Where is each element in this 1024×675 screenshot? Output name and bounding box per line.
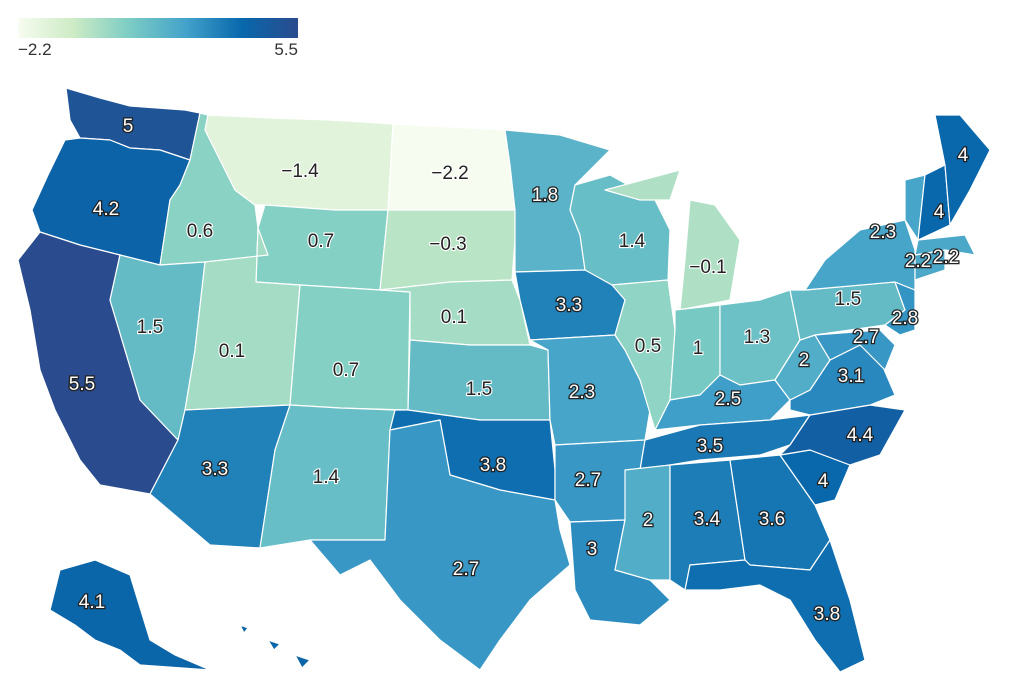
state-label-nc: 4.4 [847,425,874,446]
state-hi[interactable] [239,624,311,669]
labels-layer: 5 4.2 5.5 0.6 1.5 −1.4 0.7 0.1 0.7 3.3 1.4 −2.2 −0.3… [67,115,970,627]
state-mi[interactable] [604,169,741,311]
state-ma[interactable] [914,234,976,256]
state-label-va: 3.1 [838,366,864,387]
state-label-ia: 3.3 [556,295,582,316]
state-label-nj: 2.8 [892,308,918,329]
state-label-il: 0.5 [635,336,661,357]
state-label-wi: 1.4 [619,231,646,252]
state-label-wv: 2 [799,350,810,371]
state-label-ca: 5.5 [69,374,95,395]
state-label-ga: 3.6 [759,509,785,530]
state-label-mo: 2.3 [569,382,595,403]
state-label-ny: 2.3 [870,222,896,243]
state-label-ky: 2.5 [715,389,741,410]
state-label-mn: 1.8 [532,185,558,206]
states-layer [17,87,991,673]
state-label-fl: 3.8 [814,604,840,625]
state-me[interactable] [934,114,991,226]
state-il[interactable] [611,279,676,431]
state-label-tx: 2.7 [453,559,479,580]
state-label-mi: −0.1 [689,257,727,278]
legend-min-label: −2.2 [18,40,52,59]
state-label-mt: −1.4 [281,161,319,182]
state-tx[interactable] [309,419,571,671]
state-ny[interactable] [804,219,916,291]
state-co[interactable] [289,284,411,411]
state-label-nv: 1.5 [137,317,163,338]
state-label-ak: 4.1 [79,592,105,613]
state-label-wa: 5 [123,116,134,137]
state-label-co: 0.7 [333,360,359,381]
state-label-la: 3 [587,539,598,560]
legend-max-label: 5.5 [274,40,298,59]
state-md[interactable] [814,329,896,371]
state-label-sd: −0.3 [429,234,467,255]
state-label-or: 4.2 [93,199,119,220]
state-label-wy: 0.7 [308,231,334,252]
state-label-ct: 2.2 [905,251,931,272]
state-label-al: 3.4 [694,509,721,530]
color-legend: −2.2 5.5 [18,0,298,60]
state-label-oh: 1.3 [744,327,770,348]
state-label-nm: 1.4 [313,467,340,488]
state-label-ma: 2.2 [933,247,959,268]
state-label-id: 0.6 [187,221,213,242]
state-label-sc: 4 [818,471,829,492]
state-label-ks: 1.5 [466,379,492,400]
state-label-nd: −2.2 [431,163,469,184]
state-ak[interactable] [49,559,211,671]
state-label-pa: 1.5 [835,289,861,310]
state-label-tn: 3.5 [697,436,723,457]
state-label-md: 2.7 [853,327,879,348]
state-label-nh: 4 [934,202,945,223]
legend-gradient-bar [18,18,298,38]
state-label-ut: 0.1 [219,341,245,362]
state-label-az: 3.3 [202,459,228,480]
state-label-ar: 2.7 [575,470,601,491]
state-label-ok: 3.8 [480,455,506,476]
state-label-ne: 0.1 [441,307,467,328]
state-label-me: 4 [958,145,969,166]
state-label-ms: 2 [643,510,654,531]
state-fl[interactable] [684,539,866,673]
state-label-in: 1 [693,338,704,359]
